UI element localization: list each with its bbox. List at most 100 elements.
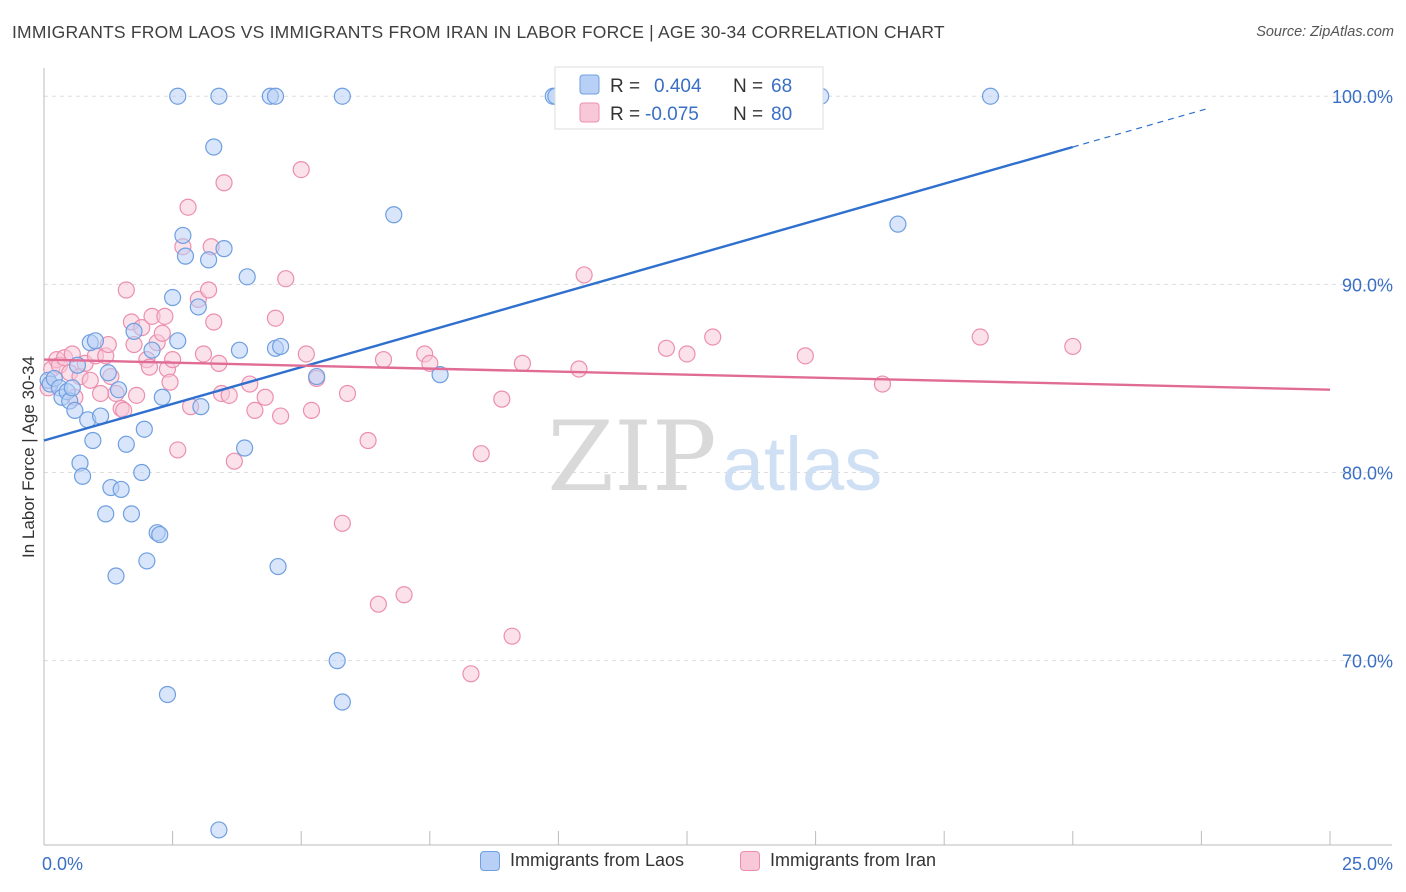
- laos-point: [112, 480, 130, 499]
- laos-point: [135, 420, 153, 438]
- iran-point: [91, 384, 110, 403]
- legend-label-laos: Immigrants from Laos: [510, 850, 685, 870]
- y-tick-labels: 70.0% 80.0% 90.0% 100.0%: [1332, 87, 1393, 671]
- trend-lines: [43, 107, 1331, 442]
- laos-point: [125, 322, 143, 340]
- laos-point: [138, 552, 156, 570]
- y-tick-label: 100.0%: [1332, 87, 1393, 107]
- iran-point: [678, 345, 696, 363]
- laos-point: [238, 268, 256, 286]
- laos-point: [981, 87, 1000, 105]
- iran-point: [333, 514, 351, 532]
- iran-point: [302, 401, 321, 420]
- watermark-atlas: atlas: [722, 422, 883, 507]
- series-laos-points: [39, 87, 1000, 839]
- y-axis-label: In Labor Force | Age 30-34: [19, 356, 38, 558]
- axes: [43, 68, 1392, 846]
- laos-point: [143, 341, 161, 359]
- legend-iran-n-label: N =: [733, 104, 763, 125]
- laos-point: [97, 505, 115, 523]
- iran-point: [472, 445, 490, 463]
- laos-point: [333, 693, 351, 711]
- laos-point: [169, 87, 187, 105]
- iran-point: [374, 351, 393, 369]
- iran-point: [359, 431, 377, 450]
- laos-point: [63, 379, 81, 397]
- laos-point: [192, 398, 210, 416]
- series-iran-points: [39, 87, 1082, 683]
- laos-point: [99, 364, 117, 382]
- iran-point: [704, 328, 722, 346]
- laos-point: [230, 341, 249, 359]
- iran-point: [256, 388, 274, 406]
- laos-point: [269, 557, 287, 576]
- laos-point: [66, 401, 84, 420]
- legend-laos-n-label: N =: [733, 76, 763, 97]
- legend-iran-r-label: R =: [610, 104, 640, 125]
- laos-point: [272, 337, 290, 356]
- laos-point: [431, 366, 449, 384]
- iran-point: [117, 281, 135, 299]
- iran-point: [796, 347, 814, 365]
- iran-point: [127, 386, 146, 404]
- iran-point: [272, 407, 290, 425]
- chart-title: IMMIGRANTS FROM LAOS VS IMMIGRANTS FROM …: [12, 22, 945, 42]
- iran-point: [503, 627, 521, 645]
- bottom-legend: Immigrants from Laos Immigrants from Ira…: [0, 850, 1406, 880]
- legend-laos-r-label: R =: [610, 76, 640, 97]
- laos-point: [164, 288, 182, 307]
- legend-swatch-laos: [480, 850, 500, 871]
- iran-point: [971, 328, 989, 346]
- legend-item-laos: Immigrants from Laos: [480, 850, 684, 871]
- iran-point: [462, 665, 480, 683]
- legend-laos-r-value: 0.404: [654, 76, 702, 97]
- legend-item-iran: Immigrants from Iran: [740, 850, 936, 871]
- laos-point: [308, 367, 326, 386]
- trend-line-iran: [43, 358, 1331, 391]
- laos-point: [151, 525, 169, 544]
- iran-point: [570, 360, 588, 378]
- legend-iran-swatch: [579, 102, 600, 123]
- laos-point: [117, 435, 135, 453]
- iran-point: [575, 266, 593, 284]
- x-tick-label: 25.0%: [1342, 854, 1393, 874]
- legend-swatch-iran: [740, 850, 760, 871]
- legend-laos-swatch: [579, 74, 600, 95]
- laos-point: [205, 138, 223, 156]
- laos-point: [210, 821, 228, 839]
- iran-point: [200, 281, 218, 299]
- watermark-zip: ZIP: [547, 401, 716, 513]
- iran-point: [513, 354, 531, 372]
- laos-point: [169, 332, 187, 350]
- iran-point: [493, 390, 511, 408]
- iran-point: [225, 452, 243, 470]
- legend-laos-n-value: 68: [771, 76, 792, 97]
- laos-point: [385, 206, 403, 224]
- x-tick-label: 0.0%: [42, 854, 83, 874]
- watermark: ZIP atlas: [547, 401, 882, 513]
- iran-point: [161, 373, 179, 391]
- laos-point: [328, 652, 346, 670]
- laos-point: [266, 87, 285, 105]
- laos-point: [84, 431, 102, 450]
- iran-point: [369, 595, 387, 613]
- iran-point: [657, 339, 676, 357]
- laos-point: [174, 226, 192, 245]
- iran-point: [179, 198, 197, 216]
- laos-point: [200, 251, 218, 269]
- iran-point: [215, 174, 233, 192]
- laos-point: [86, 332, 105, 350]
- iran-point: [153, 324, 171, 342]
- laos-point: [889, 215, 907, 233]
- iran-point: [169, 441, 187, 459]
- laos-point: [133, 463, 151, 482]
- laos-point: [73, 467, 92, 485]
- iran-point: [395, 586, 413, 604]
- laos-point: [153, 388, 171, 406]
- laos-point: [333, 87, 351, 105]
- trend-line-laos-extension: [1072, 107, 1211, 148]
- iran-point: [1064, 337, 1082, 356]
- laos-point: [215, 240, 233, 258]
- laos-point: [189, 298, 207, 316]
